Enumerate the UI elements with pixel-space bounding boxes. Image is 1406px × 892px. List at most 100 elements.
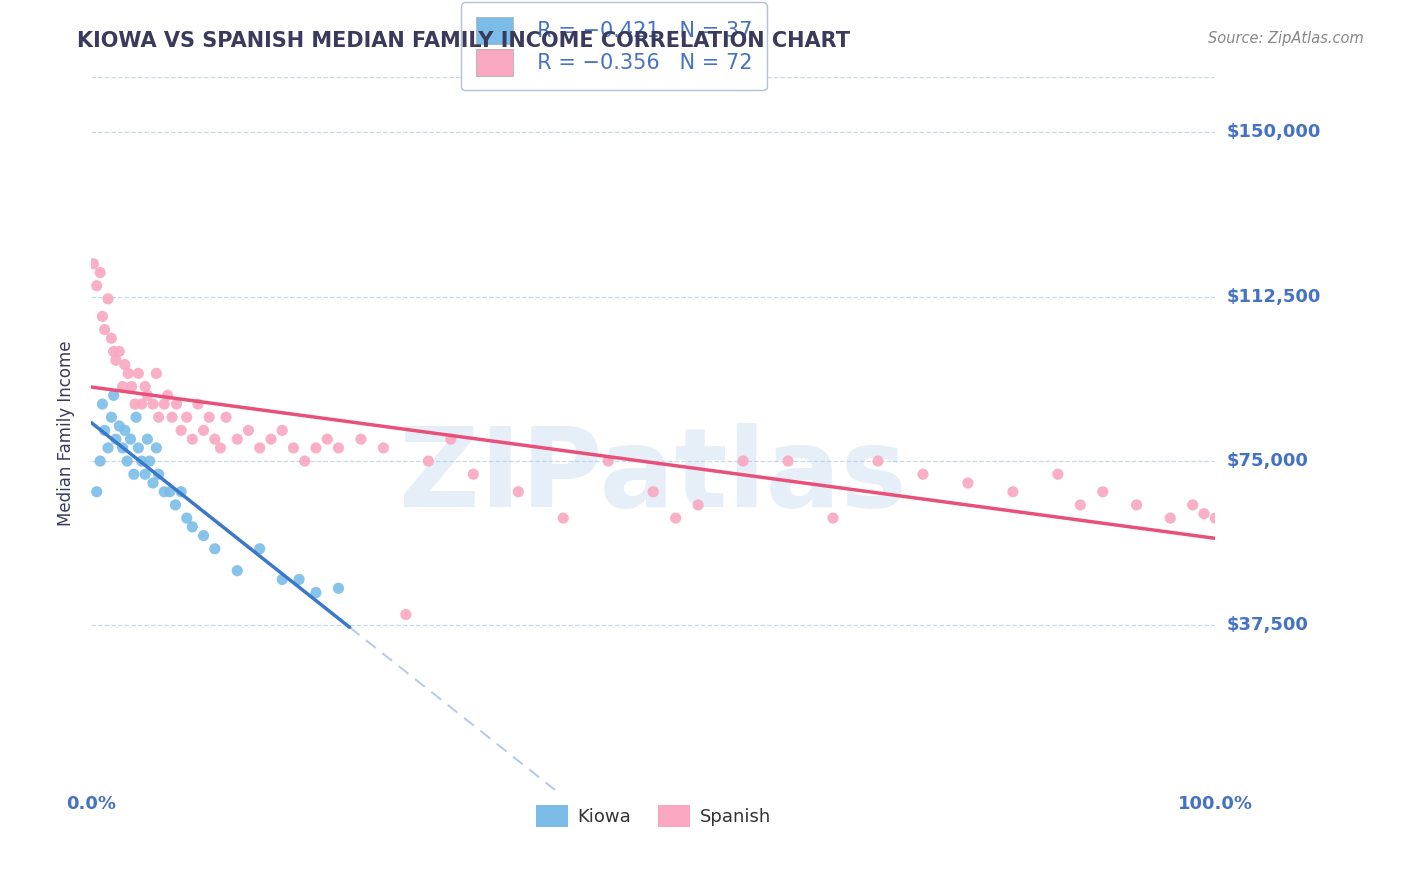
Point (866, 454, 889, 468)
Point (165, 498, 187, 512)
Point (181, 432, 204, 446)
Point (127, 441, 149, 455)
Point (204, 432, 226, 446)
Text: $150,000: $150,000 (1226, 123, 1320, 141)
Point (249, 541, 271, 556)
Point (134, 379, 156, 393)
Point (271, 423, 294, 437)
Point (156, 388, 179, 402)
Point (238, 423, 260, 437)
Point (108, 419, 131, 434)
Point (121, 379, 143, 393)
Point (120, 432, 142, 446)
Point (103, 388, 125, 402)
Point (598, 454, 620, 468)
Point (136, 432, 159, 446)
Point (665, 511, 688, 525)
Point (145, 441, 167, 455)
Point (93, 423, 115, 437)
Point (187, 397, 209, 411)
Point (176, 410, 198, 425)
Point (138, 454, 160, 468)
Point (1069, 498, 1091, 512)
Point (440, 432, 463, 446)
Point (104, 353, 127, 368)
Point (271, 573, 294, 587)
Point (226, 564, 249, 578)
Point (193, 423, 215, 437)
Point (103, 344, 125, 359)
Point (181, 520, 204, 534)
Point (1001, 484, 1024, 499)
Point (395, 607, 418, 622)
Point (170, 484, 193, 499)
Point (160, 410, 183, 425)
Point (93, 322, 115, 336)
Point (97, 441, 120, 455)
Point (111, 441, 134, 455)
Point (111, 379, 134, 393)
Text: KIOWA VS SPANISH MEDIAN FAMILY INCOME CORRELATION CHART: KIOWA VS SPANISH MEDIAN FAMILY INCOME CO… (77, 31, 851, 51)
Point (688, 498, 710, 512)
Point (733, 454, 755, 468)
Text: Source: ZipAtlas.com: Source: ZipAtlas.com (1208, 31, 1364, 46)
Point (148, 467, 170, 482)
Point (260, 432, 283, 446)
Point (1204, 511, 1226, 525)
Point (249, 441, 271, 455)
Point (1091, 484, 1114, 499)
Point (328, 441, 350, 455)
Point (170, 423, 193, 437)
Point (316, 432, 339, 446)
Point (193, 528, 215, 542)
Point (142, 397, 165, 411)
Point (124, 397, 146, 411)
Point (82, 257, 104, 271)
Legend: Kiowa, Spanish: Kiowa, Spanish (529, 797, 778, 834)
Point (463, 467, 485, 482)
Point (91, 397, 114, 411)
Point (115, 454, 138, 468)
Point (215, 410, 238, 425)
Point (100, 410, 122, 425)
Point (122, 467, 145, 482)
Point (1192, 507, 1215, 521)
Point (117, 367, 139, 381)
Point (166, 397, 188, 411)
Point (114, 423, 136, 437)
Point (508, 484, 530, 499)
Point (1181, 498, 1204, 512)
Point (373, 441, 395, 455)
Point (159, 484, 181, 499)
Text: $112,500: $112,500 (1226, 287, 1320, 306)
Point (131, 454, 153, 468)
Point (134, 467, 156, 482)
Point (153, 484, 176, 499)
Point (148, 410, 170, 425)
Point (418, 454, 440, 468)
Point (1159, 511, 1181, 525)
Point (305, 441, 328, 455)
Point (127, 367, 149, 381)
Point (778, 454, 800, 468)
Point (131, 397, 153, 411)
Point (1125, 498, 1147, 512)
Point (104, 432, 127, 446)
Point (108, 344, 131, 359)
Point (1046, 467, 1069, 482)
Point (86, 484, 108, 499)
Text: $37,500: $37,500 (1226, 616, 1308, 634)
Point (198, 410, 221, 425)
Point (176, 511, 198, 525)
Point (328, 581, 350, 595)
Point (821, 511, 844, 525)
Point (86, 278, 108, 293)
Point (89, 266, 111, 280)
Point (643, 484, 665, 499)
Point (153, 397, 176, 411)
Point (956, 475, 979, 490)
Point (89, 454, 111, 468)
Point (145, 367, 167, 381)
Point (91, 310, 114, 324)
Point (294, 454, 316, 468)
